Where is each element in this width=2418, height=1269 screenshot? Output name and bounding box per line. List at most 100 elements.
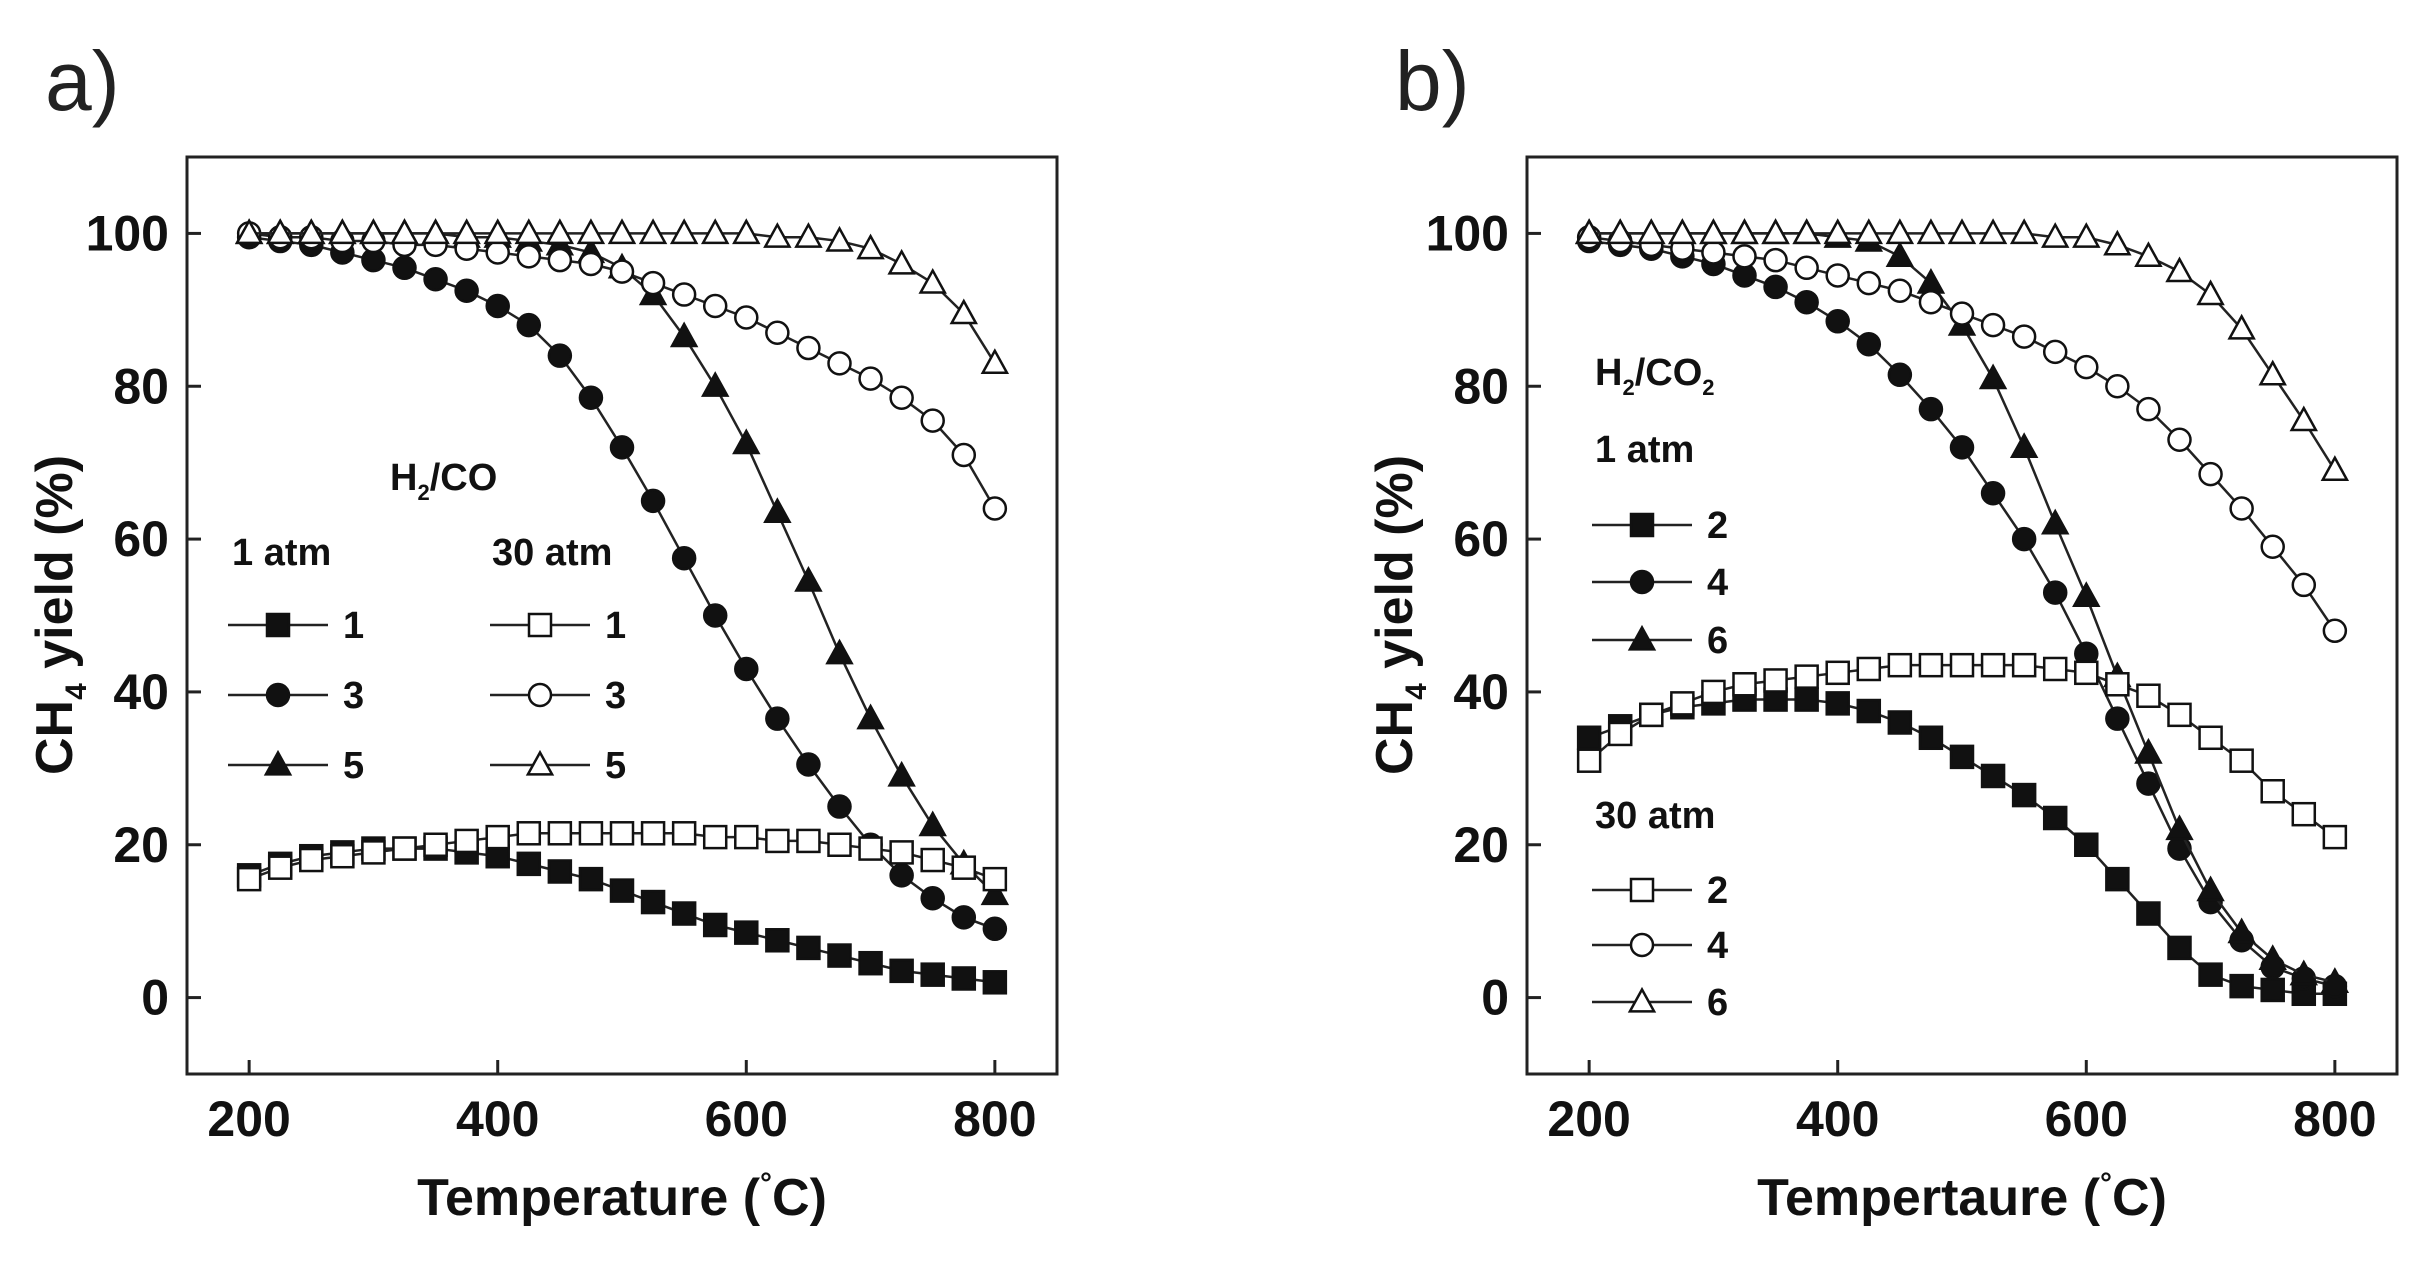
data-point xyxy=(1639,702,1664,728)
data-point xyxy=(887,760,916,787)
data-point xyxy=(1701,679,1726,705)
data-point xyxy=(2042,656,2068,682)
legend-label: 1 xyxy=(605,605,626,647)
y-tick-label: 80 xyxy=(113,358,169,414)
data-point xyxy=(2260,534,2285,559)
data-point xyxy=(2165,256,2194,283)
y-tick-label: 80 xyxy=(1453,358,1509,414)
data-point xyxy=(516,244,542,269)
data-point xyxy=(1980,312,2006,338)
data-point xyxy=(2227,917,2256,944)
data-point xyxy=(265,218,295,245)
panel-b-legend-group2-header: 30 atm xyxy=(1595,795,1715,837)
data-point xyxy=(671,282,697,307)
x-tick-label: 800 xyxy=(2293,1091,2376,1147)
panel-a-legend-title: H2/CO xyxy=(390,457,497,505)
x-tick-label: 800 xyxy=(953,1091,1036,1147)
data-point xyxy=(1887,652,1913,678)
series-line xyxy=(248,847,996,984)
data-point xyxy=(485,824,510,850)
data-point xyxy=(2103,229,2132,256)
panel-b-x-axis-label: Tempertaure (°C) xyxy=(1757,1167,2167,1227)
legend-entry: 4 xyxy=(1592,925,1728,967)
data-point xyxy=(609,435,635,460)
data-point xyxy=(889,958,914,984)
data-point xyxy=(2011,324,2037,349)
data-point xyxy=(1949,744,1975,770)
data-point xyxy=(2260,977,2285,1003)
panel-b-series xyxy=(1574,218,2350,1007)
data-point xyxy=(1856,270,1882,296)
data-point xyxy=(392,836,417,861)
data-point xyxy=(2009,432,2039,459)
data-point xyxy=(734,305,759,330)
data-point xyxy=(297,218,326,245)
legend-marker xyxy=(527,612,553,638)
panel-b-letter: b) xyxy=(1395,34,1470,128)
y-tick-label: 20 xyxy=(113,817,169,873)
data-point xyxy=(2105,374,2130,399)
x-tick-label: 600 xyxy=(705,1091,788,1147)
data-point xyxy=(547,859,573,884)
data-point xyxy=(423,267,448,292)
data-point xyxy=(700,218,730,245)
data-point xyxy=(1854,218,1884,245)
data-point xyxy=(2074,354,2099,380)
data-point xyxy=(2229,496,2254,521)
data-point xyxy=(1825,263,1850,288)
legend-marker xyxy=(1629,877,1655,903)
panel-a-plot-frame xyxy=(185,155,1059,1076)
data-point xyxy=(765,828,790,854)
panel-a-series xyxy=(234,218,1010,995)
panel-a-y-axis-label: CH4 yield (%) xyxy=(26,455,93,775)
data-point xyxy=(2136,396,2161,422)
panel-b-x-axis-label-end: C) xyxy=(2112,1169,2167,1227)
data-point xyxy=(1918,396,1944,422)
data-point xyxy=(2105,866,2130,892)
data-point xyxy=(796,828,821,854)
y-tick-label: 20 xyxy=(1453,817,1509,873)
panel-b-x-axis-label-degree: ° xyxy=(2100,1167,2112,1200)
legend-marker xyxy=(1629,932,1655,958)
data-point xyxy=(920,847,945,873)
data-point xyxy=(920,885,945,911)
data-point xyxy=(1792,218,1821,245)
y-tick-label: 40 xyxy=(1453,664,1509,720)
data-point xyxy=(640,270,666,296)
data-point xyxy=(359,218,388,245)
data-point xyxy=(2009,218,2039,245)
data-point xyxy=(2167,935,2192,961)
data-point xyxy=(1732,672,1757,697)
series-line xyxy=(249,232,996,896)
data-point xyxy=(763,222,792,248)
y-tick-label: 100 xyxy=(86,205,169,261)
data-point xyxy=(1794,255,1819,281)
legend-label: 5 xyxy=(343,745,364,787)
panel-a-legend-title-end: /CO xyxy=(430,457,498,499)
data-point xyxy=(1978,218,2008,245)
panel-b-ticks: 200 400 600 800 0 20 40 60 80 100 xyxy=(1426,205,2377,1147)
data-point xyxy=(1670,691,1695,716)
data-point xyxy=(1825,691,1850,716)
data-point xyxy=(889,863,914,888)
panel-b-legend-title-main: H xyxy=(1595,352,1622,394)
data-point xyxy=(2229,973,2254,999)
data-point xyxy=(1918,725,1944,751)
data-point xyxy=(2196,875,2225,902)
data-point xyxy=(607,218,637,245)
series-2 xyxy=(1576,228,2348,999)
legend-label: 1 xyxy=(343,605,364,647)
panel-b-y-axis-label-sub: 4 xyxy=(1400,683,1433,700)
data-point xyxy=(2167,702,2192,728)
data-point xyxy=(1576,748,1602,773)
legend-marker xyxy=(265,612,291,638)
data-point xyxy=(1947,218,1977,245)
series-4 xyxy=(1576,652,2348,850)
panel-b-legend-title-mid: /CO xyxy=(1635,352,1703,394)
data-point xyxy=(763,497,792,523)
data-point xyxy=(2042,339,2068,365)
data-point xyxy=(2011,526,2037,552)
x-tick-label: 400 xyxy=(1796,1091,1879,1147)
data-point xyxy=(794,565,823,592)
data-point xyxy=(485,240,510,265)
